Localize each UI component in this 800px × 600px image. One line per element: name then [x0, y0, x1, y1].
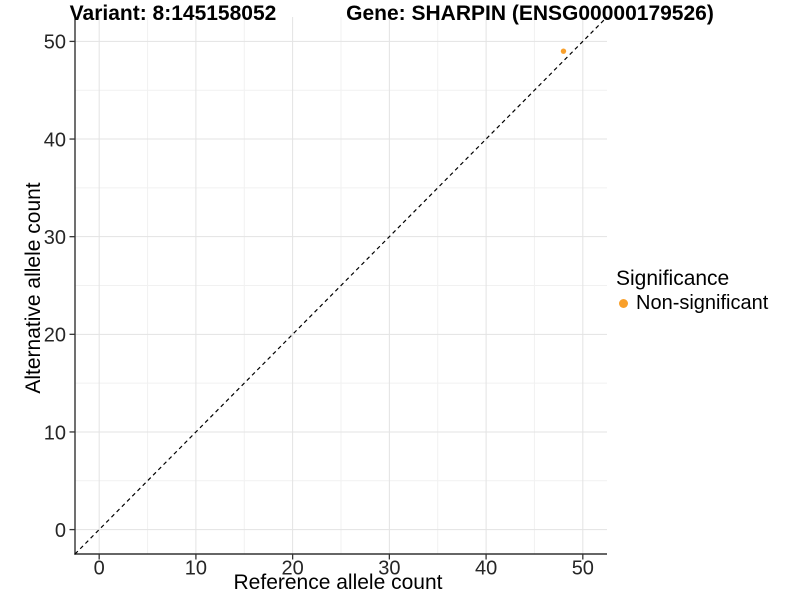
y-tick-label: 30: [44, 227, 66, 249]
y-tick-label: 0: [55, 520, 66, 542]
y-axis-title: Alternative allele count: [22, 182, 45, 394]
data-point: [560, 48, 567, 54]
legend-title: Significance: [616, 267, 730, 290]
variant-title: Variant: 8:145158052: [69, 2, 277, 25]
x-tick-label: 30: [378, 558, 400, 580]
x-axis-title: Reference allele count: [233, 571, 443, 594]
x-tick-label: 10: [185, 558, 207, 580]
x-tick-label: 50: [572, 558, 594, 580]
legend-item: Non-significant: [616, 290, 768, 316]
identity-dashed-line: [74, 16, 608, 555]
x-tick-label: 20: [282, 558, 304, 580]
legend-marker-circle-icon: [619, 298, 628, 308]
gene-title: Gene: SHARPIN (ENSG00000179526): [346, 2, 714, 25]
y-tick-label: 20: [44, 325, 66, 347]
y-tick-label: 40: [44, 129, 66, 151]
x-tick-label: 40: [475, 558, 497, 580]
legend-item-label: Non-significant: [636, 291, 769, 314]
y-tick-label: 50: [44, 32, 66, 54]
legend: Significance Non-significant: [616, 268, 768, 316]
x-tick-label: 0: [94, 558, 105, 580]
y-tick-label: 10: [44, 422, 66, 444]
